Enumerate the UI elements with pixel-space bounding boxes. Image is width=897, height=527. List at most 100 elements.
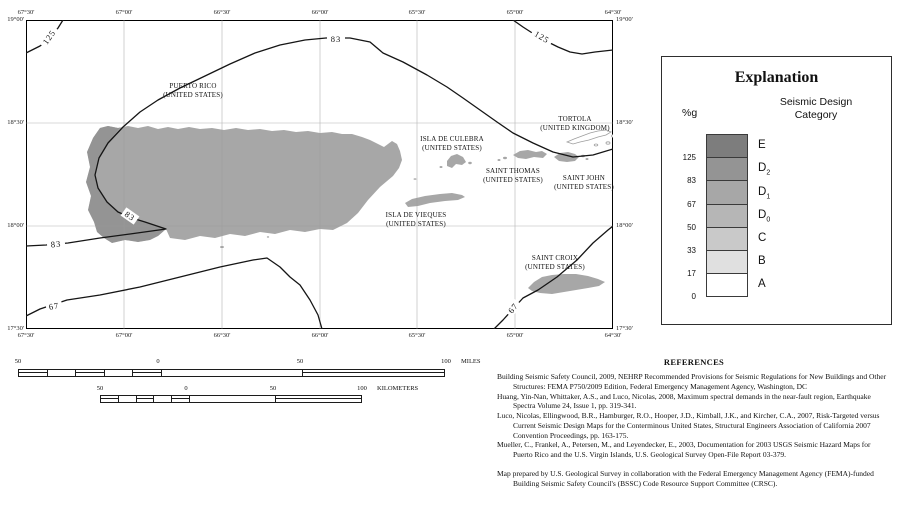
tick-lon: 66°30' <box>213 332 231 339</box>
legend-scale-value: 83 <box>687 176 696 186</box>
small-islands <box>220 150 605 294</box>
legend-scale-value: 33 <box>687 246 696 255</box>
tick-lon: 65°00' <box>506 332 524 339</box>
graticule <box>26 20 613 329</box>
map-frame <box>26 20 613 329</box>
scalebar-miles <box>18 369 445 377</box>
legend-scale-value: 67 <box>687 199 696 209</box>
contour-label-83-top: 83 <box>327 34 345 44</box>
label-saint-croix: SAINT CROIX (UNITED STATES) <box>525 254 585 271</box>
svg-text:67: 67 <box>48 300 60 312</box>
label-isla-de-culebra: ISLA DE CULEBRA (UNITED STATES) <box>420 135 484 152</box>
label-puerto-rico: PUERTO RICO (UNITED STATES) <box>163 82 223 99</box>
svg-text:83: 83 <box>331 34 342 44</box>
contour-label-125-topright: 125 <box>529 27 555 47</box>
tick-lat: 17°30' <box>616 325 633 332</box>
category-D2: D2 <box>758 162 771 177</box>
islet <box>266 236 270 238</box>
tick-lat: 18°00' <box>616 222 633 229</box>
references-section: REFERENCES Building Seismic Safety Counc… <box>497 357 891 488</box>
miles-label-50-left: 50 <box>14 358 22 365</box>
miles-label-100: 100 <box>441 358 451 365</box>
contour-67-southwest <box>26 257 323 329</box>
legend-box: Explanation Seismic Design Category %g 1… <box>661 56 892 325</box>
miles-unit-label: MILES <box>461 358 481 365</box>
tick-lon: 64°30' <box>604 9 622 16</box>
tick-lat: 18°30' <box>616 119 633 126</box>
swatch-B <box>707 250 747 275</box>
category-E: E <box>758 139 766 151</box>
tick-lon: 65°30' <box>408 9 426 16</box>
contour-label-83-west: 83 <box>120 207 140 225</box>
island-culebra <box>447 154 466 168</box>
km-label-50-left: 50 <box>96 385 104 392</box>
swatch-C <box>707 227 747 251</box>
km-label-100: 100 <box>357 385 367 392</box>
category-B: B <box>758 255 766 268</box>
legend-scale-value: 125 <box>682 153 696 162</box>
category-C: C <box>758 232 767 244</box>
legend-title: Explanation <box>734 69 819 86</box>
island-puerto-rico <box>86 126 402 243</box>
category-D0: D0 <box>758 208 771 223</box>
category-D1: D1 <box>758 185 771 200</box>
map-canvas: 125 125 83 83 83 67 67 <box>26 20 613 329</box>
credit-note: Map prepared by U.S. Geological Survey i… <box>497 468 874 488</box>
category-A: A <box>758 278 766 291</box>
reference-entry: Huang, Yin-Nan, Whittaker, A.S., and Luc… <box>497 391 871 411</box>
tick-lon: 64°30' <box>604 332 622 339</box>
contour-125-topright <box>512 20 613 55</box>
legend-scale-value: 17 <box>687 269 696 279</box>
km-unit-label: KILOMETERS <box>377 385 419 392</box>
legend-swatch-column <box>706 134 748 298</box>
label-saint-thomas: SAINT THOMAS (UNITED STATES) <box>483 167 543 184</box>
tick-lon: 66°30' <box>213 9 231 16</box>
contour-label-125-topleft: 125 <box>38 25 60 49</box>
tick-lon: 65°30' <box>408 332 426 339</box>
legend-scale-value: 0 <box>691 292 696 302</box>
tick-lon: 67°00' <box>115 332 133 339</box>
references-heading: REFERENCES <box>663 357 725 367</box>
km-label-50-right: 50 <box>269 385 277 392</box>
island-st-thomas <box>513 150 547 159</box>
reference-entry: Mueller, C., Frankel, A., Petersen, M., … <box>497 440 871 460</box>
tick-lat: 17°30' <box>7 325 24 332</box>
label-isla-de-vieques: ISLA DE VIEQUES (UNITED STATES) <box>385 211 447 228</box>
contour-83 <box>26 37 613 247</box>
tick-lon: 66°00' <box>311 332 329 339</box>
tick-lon: 67°00' <box>115 9 133 16</box>
reference-entry: Luco, Nicolas, Ellingwood, B.R., Hamburg… <box>497 411 880 440</box>
tick-lat: 18°00' <box>7 222 24 229</box>
legend-scale-value: 50 <box>687 222 696 232</box>
swatch-D2 <box>707 158 747 182</box>
label-tortola: TORTOLA (UNITED KINGDOM) <box>540 115 610 132</box>
island-st-croix <box>528 274 605 294</box>
svg-text:83: 83 <box>50 238 61 249</box>
legend-unit-label: %g <box>682 107 698 119</box>
tick-lat: 18°30' <box>7 119 24 126</box>
contour-label-83-left: 83 <box>46 238 66 250</box>
island-puerto-rico-west-dark <box>86 126 167 243</box>
tick-lat: 19°00' <box>7 16 24 23</box>
contour-label-67-southwest: 67 <box>45 299 63 313</box>
swatch-D0 <box>707 204 747 228</box>
legend-subtitle: Seismic Design Category <box>779 96 853 121</box>
miles-label-50-right: 50 <box>296 358 304 365</box>
swatch-A <box>707 274 747 297</box>
swatch-D1 <box>707 181 747 205</box>
reference-entry: Building Seismic Safety Council, 2009, N… <box>497 372 887 391</box>
tick-lon: 67°30' <box>17 332 35 339</box>
island-tortola-outline <box>565 129 613 147</box>
island-vieques <box>405 193 465 207</box>
km-label-0: 0 <box>184 385 188 392</box>
swatch-E <box>707 135 747 159</box>
label-saint-john: SAINT JOHN (UNITED STATES) <box>554 174 614 191</box>
scalebar-kilometers <box>100 395 362 403</box>
miles-label-0: 0 <box>156 358 160 365</box>
tick-lon: 65°00' <box>506 9 524 16</box>
tick-lon: 67°30' <box>17 9 35 16</box>
svg-text:83: 83 <box>123 209 137 223</box>
islet <box>413 178 417 180</box>
tick-lon: 66°00' <box>311 9 329 16</box>
